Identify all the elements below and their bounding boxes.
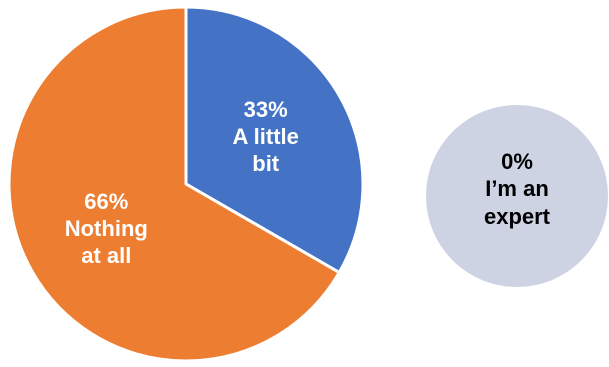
pie-slice-a-little [184, 5, 365, 274]
a-little-label-line-2: A little [232, 124, 298, 149]
pie-slice-nothing [7, 5, 341, 363]
separate-category: 0% I’m an expert [426, 105, 608, 287]
expert-label-line-2: I’m an [485, 176, 549, 201]
nothing-label-line-1: 66% [84, 189, 128, 214]
nothing-label-line-2: Nothing [65, 216, 148, 241]
expert-circle [426, 105, 608, 287]
pie-slices [7, 5, 365, 363]
expert-label-line-3: expert [484, 204, 551, 229]
a-little-label-line-3: bit [252, 151, 280, 176]
nothing-label-line-3: at all [81, 243, 131, 268]
a-little-label-line-1: 33% [244, 97, 288, 122]
expert-label-line-1: 0% [501, 149, 533, 174]
